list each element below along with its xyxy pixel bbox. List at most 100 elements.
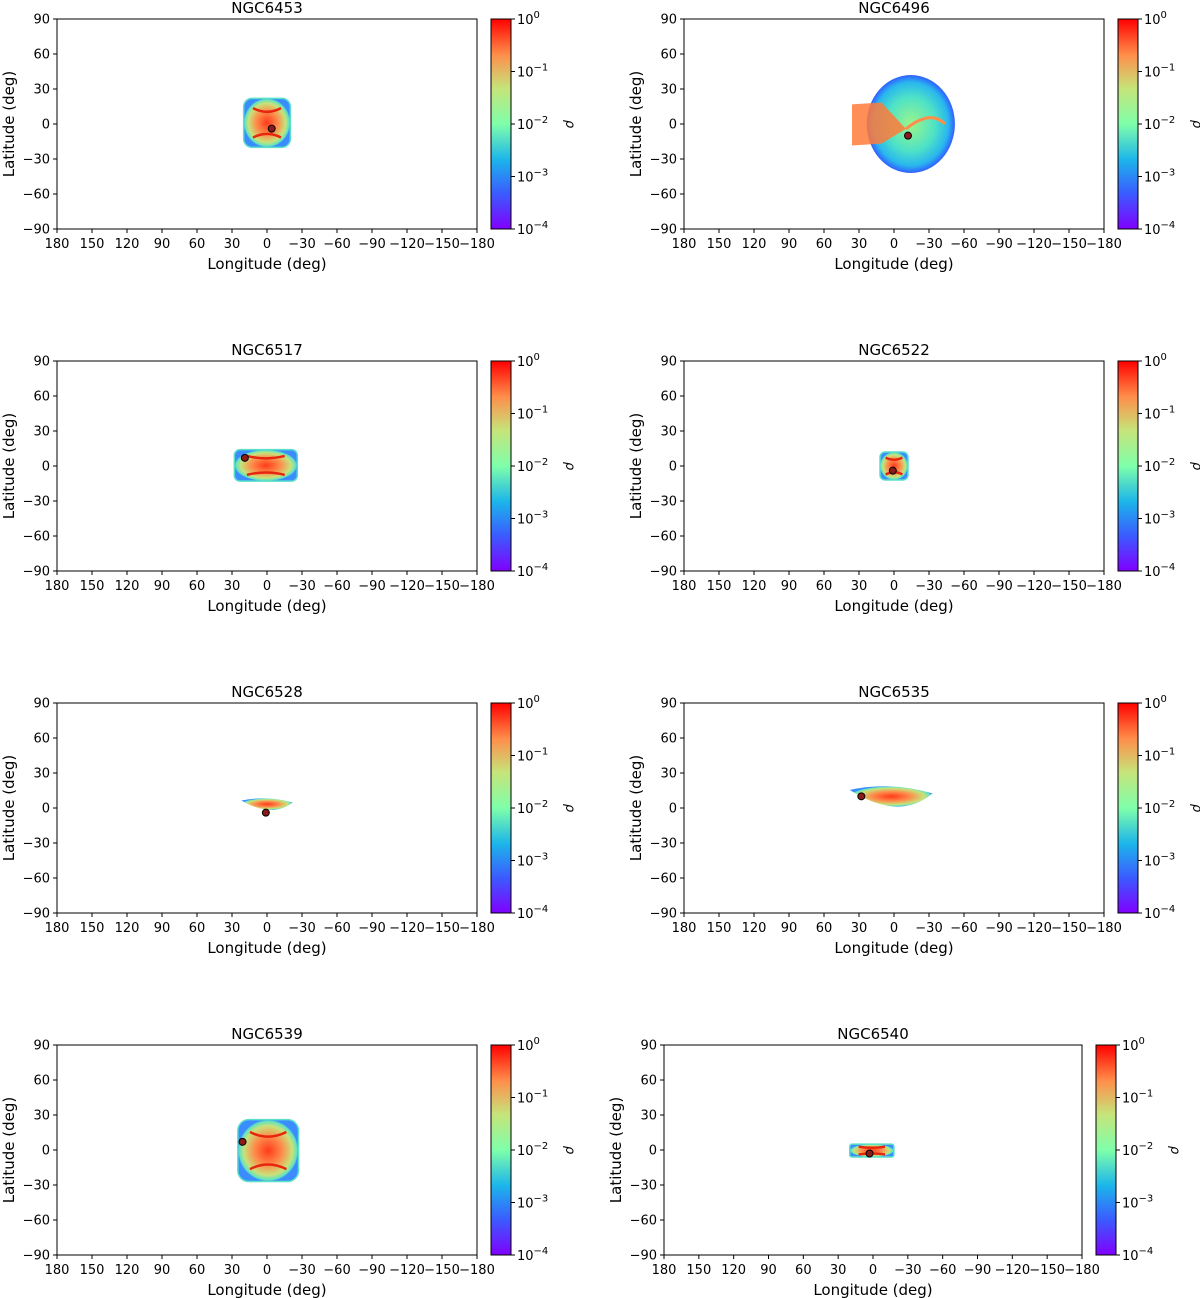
- colorbar-tick-label: 10−2: [517, 1141, 548, 1159]
- colorbar-tick-label: 10−1: [517, 1089, 548, 1107]
- y-tick-label: −30: [23, 1179, 50, 1194]
- y-tick-label: −60: [650, 872, 677, 887]
- x-tick-label: −150: [424, 579, 460, 594]
- y-tick-label: 60: [660, 48, 677, 63]
- y-tick-label: 30: [33, 425, 50, 440]
- cluster-position-marker: [904, 131, 912, 140]
- x-tick-label: 120: [115, 1263, 140, 1278]
- colorbar-tick-label: 10−1: [517, 63, 548, 81]
- x-tick-label: −90: [964, 1263, 991, 1278]
- x-tick-label: 0: [890, 921, 898, 936]
- x-tick-label: 60: [816, 237, 833, 252]
- panel-ngc6496: NGC6496 180 150 120 90 60 30 0 −30 −60 −90 −120 −150…: [627, 0, 1200, 273]
- colorbar: [490, 1044, 512, 1256]
- x-tick-label: 120: [742, 237, 767, 252]
- y-tick-label: 0: [42, 1144, 50, 1159]
- x-tick-label: −30: [894, 1263, 921, 1278]
- panel-ngc6539: NGC6539 180 150 120 90 60 30 0 −30 −60 −90 −120 −150…: [0, 1025, 577, 1298]
- y-tick-label: 0: [42, 118, 50, 133]
- x-axis-label: Longitude (deg): [813, 1281, 932, 1298]
- x-tick-label: 150: [707, 579, 732, 594]
- density-region: [242, 97, 292, 149]
- x-tick-label: −120: [389, 237, 425, 252]
- x-tick-label: 90: [781, 579, 798, 594]
- colorbar-tick-label: 10−3: [517, 1194, 548, 1212]
- panel-title: NGC6528: [231, 683, 303, 701]
- x-tick-label: 150: [80, 237, 105, 252]
- x-tick-label: −150: [1029, 1263, 1065, 1278]
- y-tick-label: −90: [23, 1249, 50, 1264]
- colorbar-tick-label: 10−1: [1144, 747, 1175, 765]
- panel-title: NGC6535: [858, 683, 930, 701]
- y-axis-label: Latitude (deg): [627, 755, 645, 861]
- x-tick-label: −180: [1086, 921, 1122, 936]
- x-tick-label: 60: [189, 579, 206, 594]
- panel-title: NGC6496: [858, 0, 930, 17]
- y-axis-label: Latitude (deg): [0, 1097, 18, 1203]
- density-region: [879, 451, 909, 481]
- colorbar-tick-label: 10−1: [1144, 405, 1175, 423]
- x-tick-label: −90: [358, 921, 385, 936]
- colorbar-tick-label: 10−4: [517, 562, 548, 580]
- x-tick-label: −150: [424, 237, 460, 252]
- panel-title: NGC6539: [231, 1025, 303, 1043]
- y-tick-label: 90: [660, 355, 677, 370]
- x-axis-label: Longitude (deg): [207, 1281, 326, 1298]
- colorbar: [1117, 18, 1139, 230]
- colorbar-tick-label: 10−3: [1144, 510, 1175, 528]
- colorbar: [490, 702, 512, 914]
- colorbar-tick-label: 10−1: [517, 405, 548, 423]
- x-tick-label: −120: [1016, 579, 1052, 594]
- x-tick-label: 90: [781, 921, 798, 936]
- x-axis-label: Longitude (deg): [834, 939, 953, 957]
- y-tick-label: −30: [650, 837, 677, 852]
- x-tick-label: 0: [890, 579, 898, 594]
- colorbar-tick-label: 10−4: [1144, 220, 1175, 238]
- x-tick-label: −180: [459, 579, 495, 594]
- x-tick-label: −30: [915, 237, 942, 252]
- colorbar-tick-label: 10−2: [517, 799, 548, 817]
- cluster-position-marker: [888, 466, 897, 475]
- y-tick-label: 60: [33, 48, 50, 63]
- x-tick-label: 30: [830, 1263, 847, 1278]
- panel-ngc6522: NGC6522 180 150 120 90 60 30 0 −30 −60 −90 −120 −150…: [627, 341, 1200, 615]
- y-tick-label: 60: [660, 732, 677, 747]
- y-tick-label: 0: [649, 1144, 657, 1159]
- y-tick-label: 90: [640, 1039, 657, 1054]
- x-tick-label: 0: [263, 921, 271, 936]
- y-tick-label: −90: [650, 223, 677, 238]
- x-tick-label: 0: [263, 237, 271, 252]
- y-tick-label: 0: [42, 802, 50, 817]
- y-axis-label: Latitude (deg): [0, 755, 18, 861]
- y-tick-label: 0: [669, 802, 677, 817]
- panel-ngc6528: NGC6528 180 150 120 90 60 30 0 −30 −60 −90 −120 −150…: [0, 683, 577, 957]
- x-tick-label: 30: [851, 921, 868, 936]
- colorbar-tick-label: 10−4: [517, 220, 548, 238]
- x-axis-label: Longitude (deg): [207, 255, 326, 273]
- cluster-position-marker: [865, 1149, 874, 1158]
- x-tick-label: −30: [288, 921, 315, 936]
- x-tick-label: −150: [424, 921, 460, 936]
- x-tick-label: −180: [459, 1263, 495, 1278]
- y-tick-label: 0: [669, 118, 677, 133]
- y-tick-label: 90: [33, 1039, 50, 1054]
- panel-ngc6517: NGC6517 180 150 120 90 60 30 0 −30 −60 −90 −120 −150…: [0, 341, 577, 615]
- x-tick-label: −90: [358, 579, 385, 594]
- y-tick-label: 0: [669, 460, 677, 475]
- colorbar-tick-label: 10−2: [517, 457, 548, 475]
- colorbar: [490, 18, 512, 230]
- panel-title: NGC6453: [231, 0, 303, 17]
- y-tick-label: −90: [23, 223, 50, 238]
- x-tick-label: −60: [950, 579, 977, 594]
- x-tick-label: −90: [985, 579, 1012, 594]
- density-ridge: [252, 107, 282, 139]
- panel-ngc6453: NGC6453 180 150 120 90 60 30 0 −30 −60 −90 −120 −150…: [0, 0, 577, 273]
- y-tick-label: 30: [33, 767, 50, 782]
- x-tick-label: 30: [224, 921, 241, 936]
- y-tick-label: 30: [660, 425, 677, 440]
- y-tick-label: 90: [33, 355, 50, 370]
- y-tick-label: 30: [33, 83, 50, 98]
- x-tick-label: −30: [915, 921, 942, 936]
- x-tick-label: 30: [224, 237, 241, 252]
- x-axis-label: Longitude (deg): [834, 597, 953, 615]
